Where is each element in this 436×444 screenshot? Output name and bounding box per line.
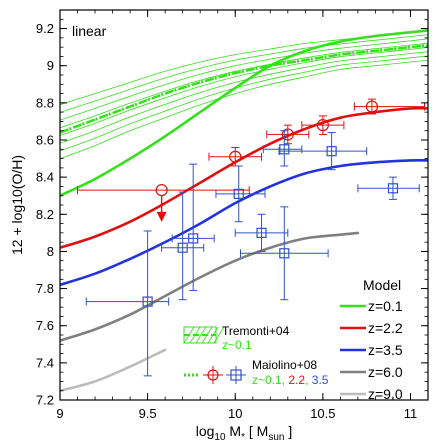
legend-maiolino: Maiolino+08 z~0.1, 2.2, 3.5 [184,358,329,387]
marker-square [279,248,290,259]
tremonti-hatch-line [60,38,428,121]
data-point-blue [85,230,170,377]
legend-tremonti: Tremonti+04 z~0.1 [183,324,290,352]
data-point-blue [278,132,368,171]
legend-maiolino-sep: , [282,373,285,387]
marker-square [256,227,267,238]
legend-maiolino-z35: 3.5 [312,373,329,387]
series-line-z-2-2 [60,106,428,249]
y-tick-label: 7.2 [36,393,54,408]
marker-square [326,146,337,157]
series-line-z-9-0 [60,348,167,392]
marker-circle [155,184,168,197]
legend-tremonti-label: Tremonti+04 [222,324,290,338]
series-line-z-3-5 [60,158,428,287]
legend-maiolino-label: Maiolino+08 [252,358,317,372]
data-point-blue [239,206,329,301]
maiolino-points [77,98,425,377]
tremonti-band [60,30,428,159]
data-point-blue [262,130,303,167]
y-tick-label: 8 [47,244,54,259]
y-tick-label: 8.2 [36,207,54,222]
legend-model-label: z=6.0 [368,364,403,380]
y-tick-label: 7.8 [36,281,54,296]
marker-square [142,296,153,307]
marker-square [177,242,188,253]
legend-maiolino-sublabel: z~0.1, 2.2, 3.5 [252,373,329,387]
data-point-red [208,146,263,167]
legend-tremonti-sublabel: z~0.1 [222,338,252,352]
tremonti-hatch-line [60,30,428,106]
legend-maiolino-z22: 2.2 [288,373,305,387]
tremonti-median-line [60,44,428,134]
y-tick-label: 8.4 [36,170,54,185]
tremonti-hatch-line [60,47,428,136]
legend-maiolino-z01: z~0.1 [252,373,282,387]
legend-hatch-line [213,326,225,344]
data-point-red [301,115,345,135]
marker-circle [281,128,294,141]
legend-maiolino-blue-marker [226,366,246,384]
marker-square [387,183,399,194]
data-point-red [266,124,310,145]
data-point-blue [171,163,215,291]
marker-square [233,188,244,199]
legend-model-label: z=3.5 [368,342,403,358]
x-axis-title-text: log10 M* [ Msun ] [196,423,293,443]
tremonti-hatch-line [60,59,428,159]
tremonti-hatch-line [60,55,428,152]
series-line-z-6-0 [60,231,360,342]
x-tick-label: 9 [56,406,63,421]
x-tick-label: 10 [228,406,242,421]
axis-ticks: 9 9.5 10 10.5 11 7.2 7.4 7.6 7.8 8 8.2 8.4 8.6 8.8 9 9.… [36,9,429,421]
data-point-red [77,184,250,222]
y-tick-label: 7.6 [36,318,54,333]
legend-maiolino-sep2: , [305,373,308,387]
y-tick-label: 7.4 [36,355,54,370]
marker-square [279,144,290,155]
model-lines [60,29,428,392]
data-point-blue [161,191,205,301]
legend-model-label: z=2.2 [368,320,403,336]
tremonti-hatch-line [60,51,428,144]
panel-label: linear [72,23,107,39]
legend-maiolino-red-marker [203,366,223,384]
marker-square [188,233,199,244]
y-axis-title: 12 + log10(O/H) [9,155,25,255]
legend-model-label: z=0.1 [368,298,403,314]
tremonti-hatch-line [60,42,428,129]
series-line-z-0-1 [60,29,428,197]
x-tick-label: 10.5 [310,406,335,421]
legend-model-title: Model [363,277,401,293]
y-tick-label: 9 [47,58,54,73]
marker-circle [229,150,242,163]
x-tick-label: 9.5 [139,406,157,421]
legend-hatch-line [195,326,207,344]
marker-circle [365,100,379,113]
legend-model-label: z=9.0 [368,386,403,402]
x-tick-label: 11 [404,406,418,421]
x-axis-title: log10 M* [ Msun ] [196,423,293,443]
data-point-blue [234,213,289,252]
data-point-blue [215,165,266,223]
upper-limit-arrowhead [156,211,167,222]
legend-model: Model z=0.1 z=2.2 z=3.5 z=6.0 z=9.0 [340,277,403,402]
data-point-blue [357,176,420,200]
marker-circle [316,119,329,132]
y-tick-label: 9.2 [36,21,54,36]
tremonti-hatch-line [60,34,428,113]
y-tick-label: 8.6 [36,133,54,148]
data-point-red [353,98,425,115]
y-tick-label: 8.8 [36,95,54,110]
